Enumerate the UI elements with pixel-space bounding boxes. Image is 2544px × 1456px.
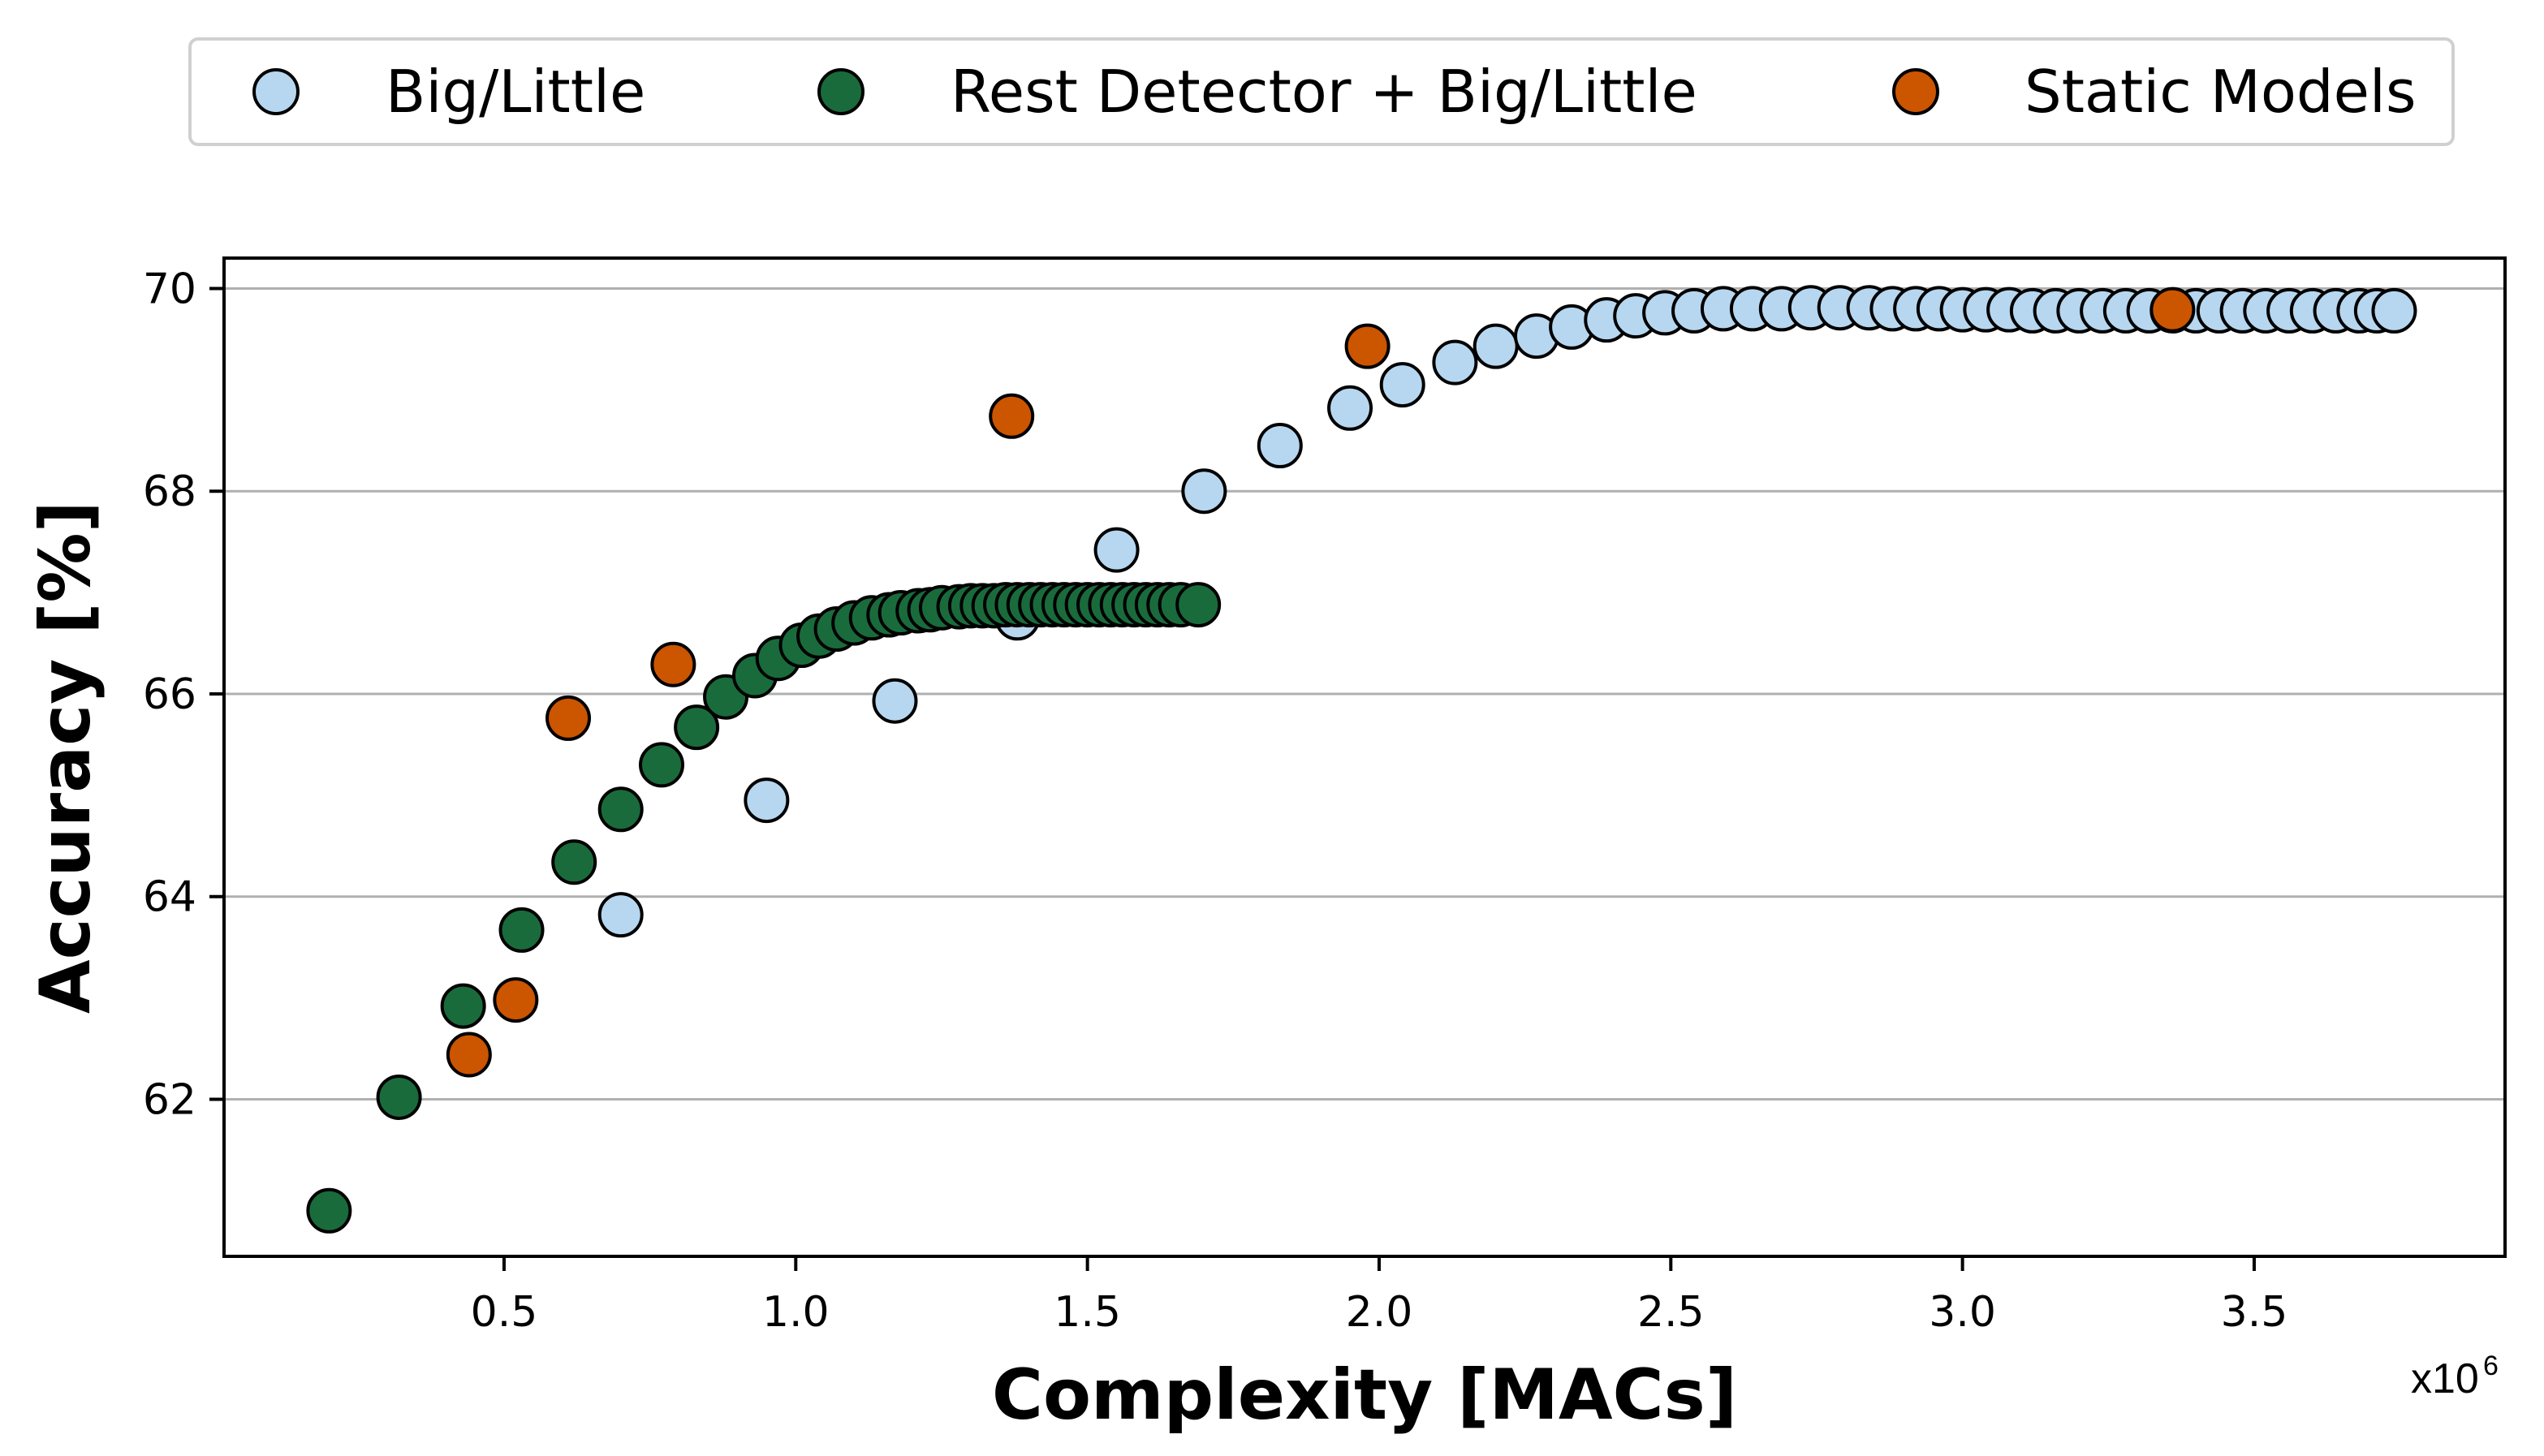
legend-marker-big-little (252, 68, 300, 115)
point-big-little (1181, 468, 1227, 515)
x-tick-label: 2.0 (1346, 1288, 1413, 1337)
point-rest-detector (376, 1074, 422, 1120)
point-big-little (872, 678, 918, 724)
point-rest-detector (306, 1187, 352, 1234)
legend-label-static-models: Static Models (2024, 58, 2416, 126)
point-static-model (1344, 323, 1391, 369)
point-big-little (1257, 423, 1303, 469)
x-tick-label: 0.5 (471, 1288, 538, 1337)
x-tick-label: 3.0 (1929, 1288, 1996, 1337)
point-static-model (446, 1032, 492, 1078)
point-big-little (2371, 287, 2417, 334)
plot-area (222, 256, 2507, 1258)
point-static-model (989, 393, 1035, 439)
x-axis-title: Complexity [MACs] (992, 1355, 1737, 1436)
point-rest-detector (498, 907, 545, 953)
data-points (306, 285, 2417, 1234)
x-tick-label: 1.5 (1054, 1288, 1121, 1337)
legend-marker-static-models (1892, 68, 1939, 115)
point-rest-detector (551, 839, 597, 885)
y-tick-label: 66 (143, 670, 196, 719)
y-axis-ticks: 62 64 66 68 70 (143, 265, 224, 1124)
x-tick-label: 1.0 (762, 1288, 830, 1337)
x-axis-multiplier: x10 6 (2411, 1350, 2499, 1402)
y-tick-label: 62 (143, 1075, 196, 1124)
point-big-little (1093, 527, 1140, 573)
x-axis-ticks: 0.5 1.0 1.5 2.0 2.5 3.0 3.5 (471, 1256, 2288, 1337)
point-big-little (1432, 339, 1478, 386)
point-static-model (545, 695, 592, 741)
point-static-model (650, 641, 696, 687)
point-rest-detector (1175, 582, 1222, 628)
point-rest-detector (597, 786, 644, 833)
point-big-little (597, 892, 644, 938)
x-tick-label: 3.5 (2221, 1288, 2288, 1337)
point-rest-detector (440, 983, 486, 1029)
y-tick-label: 64 (143, 873, 196, 922)
legend: Big/Little Rest Detector + Big/Little St… (188, 37, 2455, 146)
legend-label-rest-detector: Rest Detector + Big/Little (951, 58, 1697, 126)
x-axis-multiplier-base: x10 (2411, 1355, 2479, 1402)
legend-label-big-little: Big/Little (386, 58, 645, 126)
x-tick-label: 2.5 (1637, 1288, 1705, 1337)
point-big-little (744, 778, 790, 824)
point-static-model (493, 977, 539, 1023)
point-big-little (1379, 362, 1425, 408)
point-rest-detector (674, 704, 720, 751)
point-static-model (2149, 286, 2196, 333)
point-big-little (1473, 323, 1519, 369)
y-tick-label: 68 (143, 467, 196, 516)
x-axis-multiplier-exponent: 6 (2483, 1350, 2499, 1381)
legend-marker-rest-detector (817, 68, 865, 115)
plot-frame (222, 256, 2507, 1258)
y-axis-title: Accuracy [%] (25, 501, 106, 1014)
legend-box (188, 37, 2455, 146)
point-big-little (1327, 385, 1373, 431)
point-rest-detector (639, 742, 685, 788)
y-tick-label: 70 (143, 265, 196, 313)
